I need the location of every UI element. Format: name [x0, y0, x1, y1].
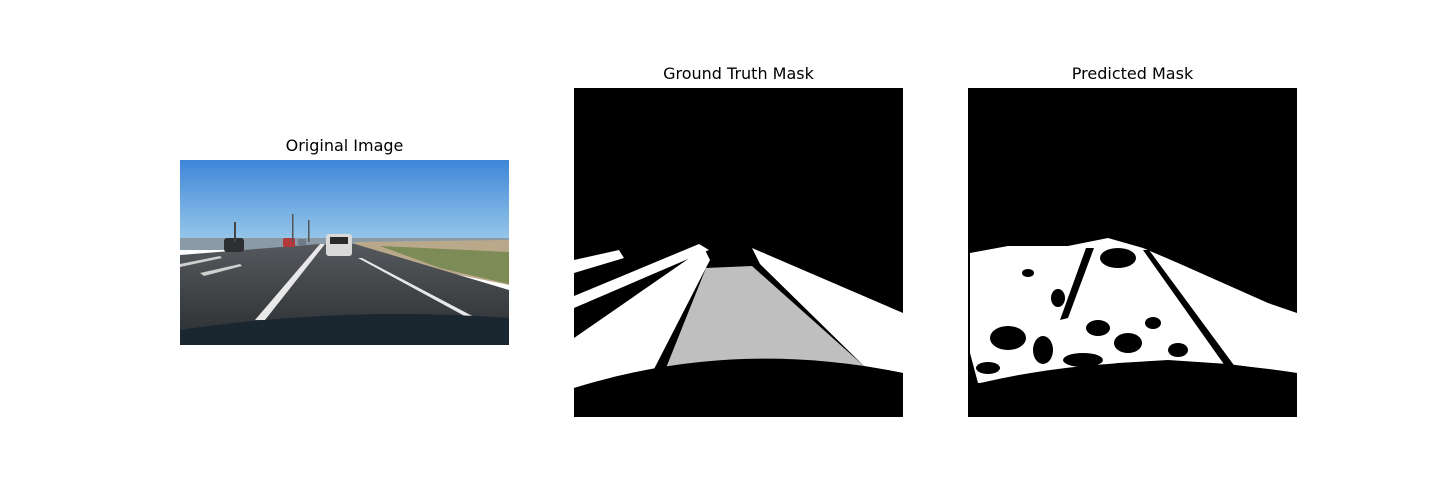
original-image: [180, 160, 509, 345]
ground-truth-title: Ground Truth Mask: [663, 64, 814, 83]
original-image-title: Original Image: [285, 136, 404, 155]
predicted-mask: [968, 88, 1297, 417]
predicted-mask-title: Predicted Mask: [1071, 64, 1194, 83]
ground-truth-mask: [574, 88, 903, 417]
